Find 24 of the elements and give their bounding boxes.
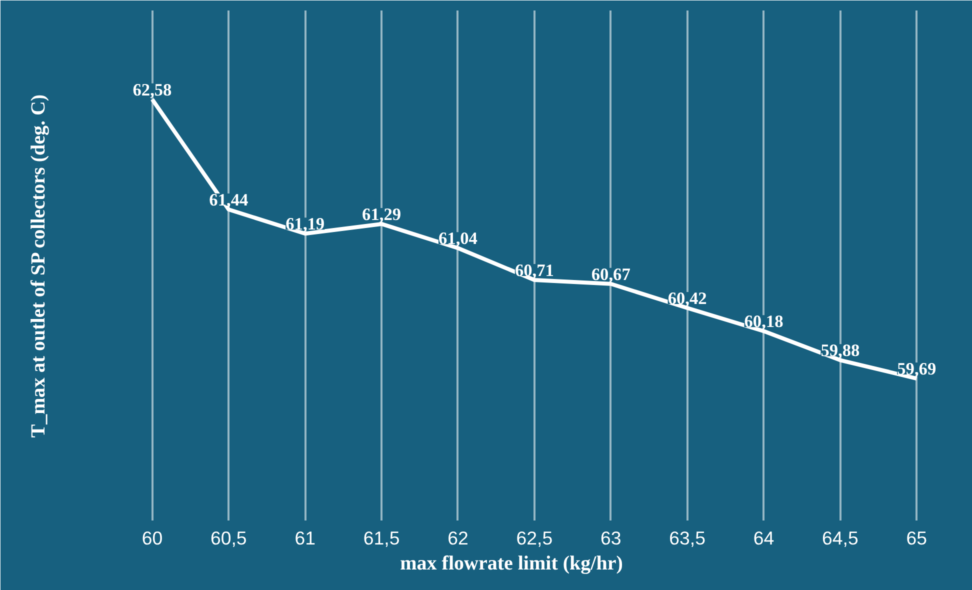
x-tick-label: 60 bbox=[142, 528, 163, 548]
data-label: 60,71 bbox=[514, 260, 554, 280]
data-label: 61,04 bbox=[438, 229, 478, 248]
x-tick-label: 63 bbox=[600, 528, 622, 548]
x-tick-label: 61 bbox=[294, 528, 316, 548]
x-axis-title: max flowrate limit (kg/hr) bbox=[400, 552, 623, 574]
x-tick-label: 62,5 bbox=[516, 528, 553, 548]
data-label: 60,18 bbox=[744, 312, 784, 332]
data-label: 59,69 bbox=[897, 360, 936, 379]
x-tick-label: 64,5 bbox=[822, 528, 858, 548]
data-label: 61,44 bbox=[209, 190, 248, 210]
x-tick-label: 61,5 bbox=[363, 528, 400, 548]
data-label: 61,29 bbox=[362, 204, 402, 224]
y-axis-title: T_max at outlet of SP collectors (deg. C) bbox=[28, 94, 50, 438]
data-label: 60,42 bbox=[668, 289, 707, 308]
x-tick-label: 64 bbox=[753, 528, 774, 548]
data-label: 62,58 bbox=[132, 80, 172, 100]
x-tick-label: 62 bbox=[448, 528, 468, 548]
data-label: 61,19 bbox=[286, 214, 325, 234]
data-label: 60,67 bbox=[591, 264, 631, 284]
data-label: 59,88 bbox=[820, 341, 860, 360]
x-tick-label: 60,5 bbox=[210, 528, 247, 548]
x-tick-label: 63,5 bbox=[669, 528, 706, 548]
x-tick-label: 65 bbox=[906, 528, 928, 548]
